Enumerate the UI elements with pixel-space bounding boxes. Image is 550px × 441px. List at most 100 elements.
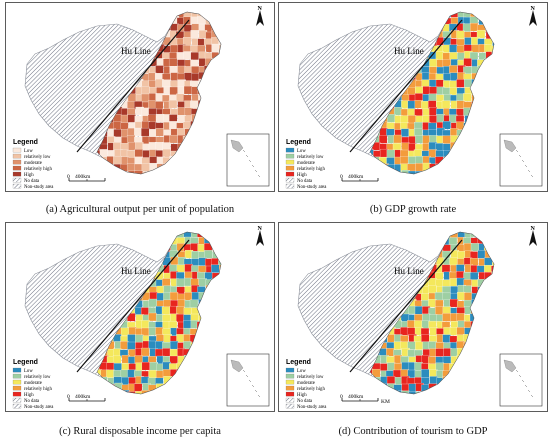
legend-item-label: No data [24, 399, 40, 404]
county-region [182, 37, 192, 46]
legend-item-label: relatively high [24, 167, 52, 172]
county-region [113, 363, 123, 372]
legend-item-label: Low [24, 369, 33, 374]
county-region [169, 134, 178, 144]
legend-swatch [285, 159, 295, 165]
legend-item-label: relatively low [297, 375, 324, 380]
county-region [155, 65, 164, 74]
county-region [484, 264, 493, 274]
hu-line-label: Hu Line [394, 266, 424, 276]
county-region [442, 334, 451, 343]
county-region [106, 369, 115, 378]
north-label: N [258, 6, 263, 12]
county-region [148, 369, 157, 379]
legend-item-label: relatively high [24, 387, 52, 392]
scale-bar: 0 400km [67, 174, 106, 182]
county-region [456, 30, 465, 40]
county-region [470, 243, 480, 252]
county-region [490, 45, 494, 55]
legend-title: Legend [13, 359, 38, 366]
caption-d: (d) Contribution of tourism to GDP [338, 426, 488, 437]
legend-item-label: relatively low [24, 375, 51, 380]
legend-swatch [285, 367, 295, 373]
county-region [428, 285, 437, 294]
county-region [401, 361, 410, 371]
hu-line-label: Hu Line [121, 266, 151, 276]
county-region [415, 163, 424, 172]
county-region [435, 362, 445, 371]
legend-swatch [12, 391, 22, 397]
county-region [183, 85, 193, 95]
caption-b: (b) GDP growth rate [369, 204, 457, 215]
county-region [176, 93, 185, 103]
county-region [148, 312, 157, 322]
north-label: N [531, 6, 536, 12]
county-region [162, 148, 171, 158]
legend-item-label: No data [24, 179, 40, 184]
legend-swatch [12, 373, 22, 379]
county-region [135, 391, 144, 394]
map-panel-a: Hu Line N Legend Low relatively low moderate r… [5, 2, 275, 192]
hu-line [76, 239, 190, 373]
county-region [148, 298, 157, 308]
county-region [415, 341, 424, 351]
county-region [421, 72, 431, 81]
legend-swatch [12, 367, 22, 373]
legend-item-label: High [297, 173, 307, 178]
county-region [428, 299, 437, 308]
legend-item-label: moderate [24, 161, 42, 166]
county-region [463, 58, 472, 67]
county-region [176, 278, 185, 287]
county-region [456, 313, 465, 322]
legend-item-label: relatively low [297, 155, 324, 160]
county-region [161, 306, 171, 315]
county-region [134, 170, 143, 174]
county-region [386, 149, 396, 159]
hu-line-label: Hu Line [394, 46, 424, 56]
legend-swatch [12, 403, 22, 409]
county-region [386, 348, 395, 357]
county-region [415, 155, 424, 165]
county-region [134, 149, 143, 158]
county-region [140, 307, 150, 316]
legend-swatch [285, 165, 295, 171]
scale-bar: 0 400km [67, 394, 106, 402]
north-label: N [531, 226, 536, 232]
county-region [428, 341, 437, 350]
county-region [435, 306, 444, 315]
county-region [135, 141, 144, 151]
county-region [169, 291, 179, 301]
scale-zero: 0 [340, 174, 343, 180]
legend-swatch [285, 403, 295, 409]
county-region [387, 114, 396, 123]
study-area-outline [96, 231, 222, 395]
county-region [462, 23, 472, 32]
county-region [169, 355, 178, 365]
legend-item-label: moderate [24, 381, 42, 386]
county-region [429, 58, 438, 68]
county-region [169, 121, 178, 130]
study-area-outline [369, 11, 495, 175]
county-region [386, 376, 396, 385]
county-region [106, 362, 115, 371]
county-region [471, 44, 480, 53]
county-region [393, 134, 402, 144]
legend-swatch [12, 171, 22, 177]
caption-a: (a) Agricultural output per unit of popu… [45, 204, 235, 215]
county-region [141, 390, 150, 394]
scale-bar: 0 400km KM [340, 394, 390, 405]
county-region [168, 58, 178, 67]
county-region [127, 170, 137, 174]
county-region [113, 142, 122, 151]
county-region [183, 16, 192, 26]
legend-swatch [285, 397, 295, 403]
county-region [449, 298, 459, 308]
county-region [155, 128, 165, 137]
county-region [400, 128, 410, 137]
legend-swatch [12, 397, 22, 403]
county-region [401, 170, 410, 174]
county-region [401, 142, 410, 151]
legend-item-label: relatively low [24, 155, 51, 160]
